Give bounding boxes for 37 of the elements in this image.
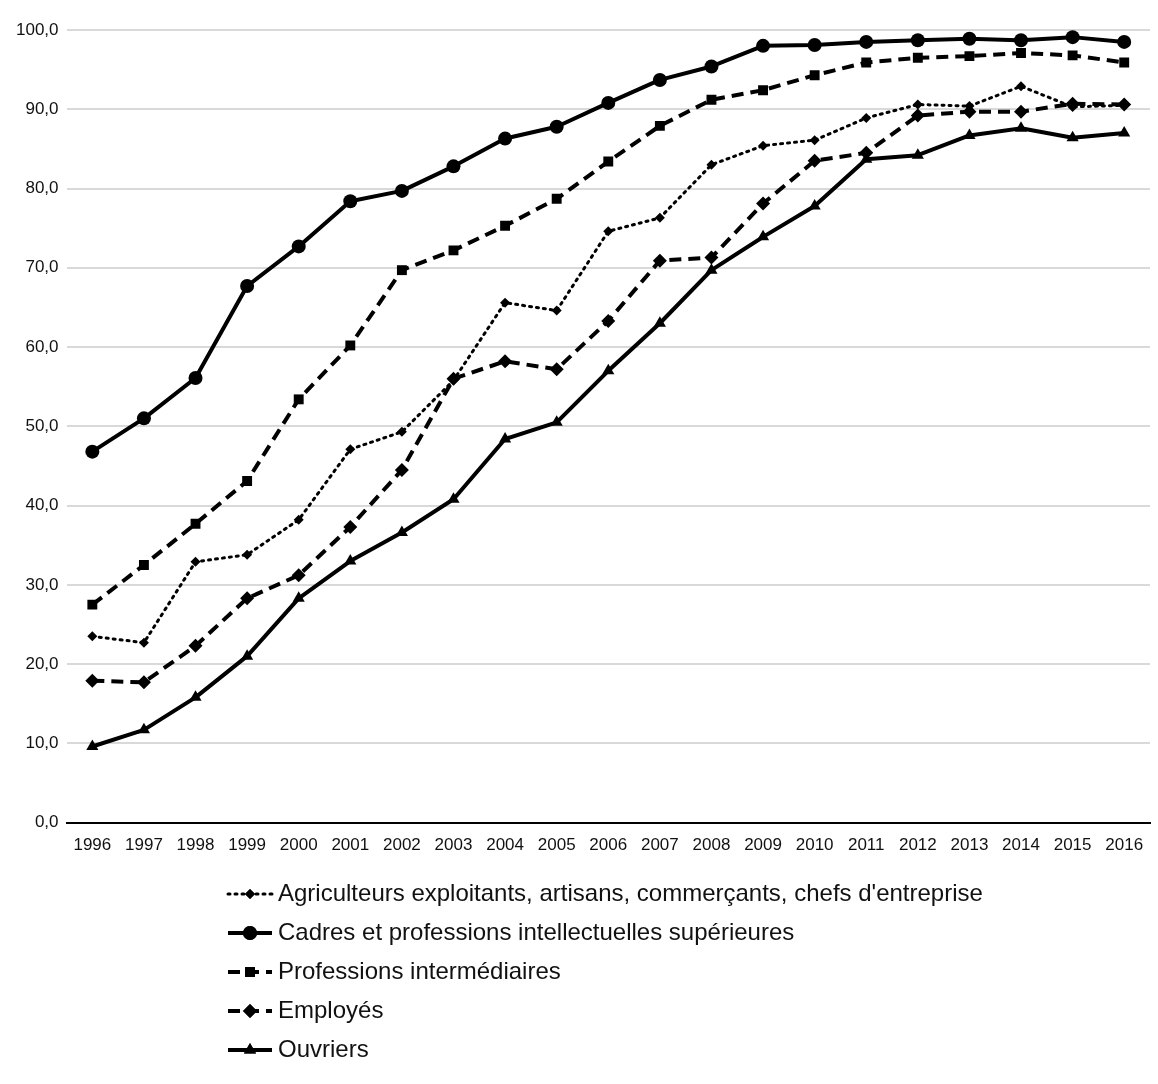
y-tick-label: 60,0 bbox=[25, 336, 59, 356]
y-tick-label: 20,0 bbox=[25, 653, 59, 673]
x-tick-label: 1999 bbox=[228, 835, 267, 855]
x-tick-label: 2015 bbox=[1053, 835, 1092, 855]
y-tick-label: 50,0 bbox=[25, 415, 59, 435]
x-tick-label: 2006 bbox=[589, 835, 628, 855]
x-tick-label: 2007 bbox=[640, 835, 679, 855]
x-tick-label: 2010 bbox=[795, 835, 834, 855]
y-tick-label: 80,0 bbox=[25, 178, 59, 198]
legend-label: Cadres et professions intellectuelles supérieures bbox=[278, 917, 795, 945]
x-tick-label: 1998 bbox=[176, 835, 215, 855]
x-tick-label: 2003 bbox=[434, 835, 473, 855]
y-tick-label: 100,0 bbox=[15, 19, 59, 39]
x-tick-label: 2012 bbox=[898, 835, 937, 855]
legend-label: Professions intermédiaires bbox=[278, 956, 561, 984]
x-tick-label: 2005 bbox=[537, 835, 576, 855]
y-tick-label: 40,0 bbox=[25, 495, 59, 515]
x-tick-label: 2002 bbox=[382, 835, 421, 855]
y-tick-label: 30,0 bbox=[25, 574, 59, 594]
x-tick-label: 2008 bbox=[692, 835, 731, 855]
y-tick-label: 90,0 bbox=[25, 98, 59, 118]
x-tick-label: 2011 bbox=[847, 835, 885, 855]
x-tick-label: 2013 bbox=[950, 835, 989, 855]
x-tick-label: 2004 bbox=[486, 835, 524, 855]
y-tick-label: 70,0 bbox=[25, 257, 59, 277]
x-tick-label: 1996 bbox=[73, 835, 112, 855]
legend-label: Ouvriers bbox=[278, 1034, 369, 1062]
x-tick-label: 2014 bbox=[1002, 835, 1040, 855]
legend-label: Employés bbox=[278, 995, 384, 1023]
x-tick-label: 2016 bbox=[1105, 835, 1144, 855]
x-tick-label: 2009 bbox=[744, 835, 782, 855]
y-tick-label: 10,0 bbox=[25, 733, 59, 753]
x-tick-label: 2000 bbox=[279, 835, 318, 855]
x-tick-label: 2001 bbox=[331, 835, 370, 855]
x-tick-label: 1997 bbox=[125, 835, 163, 855]
legend-label: Agriculteurs exploitants, artisans, commerçants, chefs d'entreprise bbox=[278, 878, 983, 906]
y-tick-label: 0,0 bbox=[34, 812, 59, 832]
